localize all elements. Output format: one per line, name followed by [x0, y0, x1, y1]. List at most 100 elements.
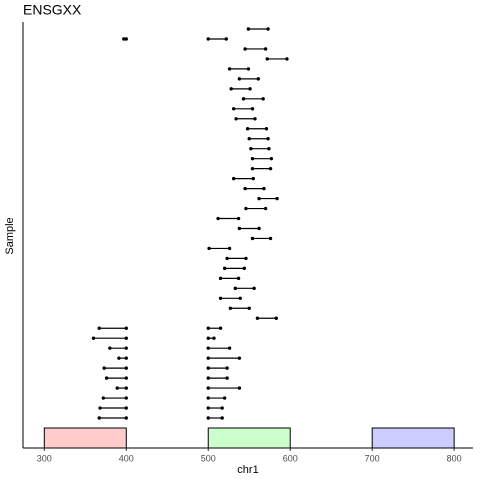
segment-end	[238, 296, 242, 301]
segment-start	[206, 396, 210, 400]
x-tick-label: 800	[447, 453, 462, 463]
segment-start	[237, 77, 242, 81]
segment-start	[102, 366, 106, 370]
segment-start	[218, 276, 223, 281]
segment-end	[253, 117, 257, 121]
segment-end	[124, 356, 128, 360]
x-tick-label: 300	[37, 453, 52, 463]
segment-start	[241, 97, 246, 101]
segment-end	[220, 406, 224, 410]
segment-start	[206, 416, 210, 420]
segment-end	[237, 356, 242, 360]
segment-start	[245, 127, 250, 131]
segment-start	[228, 306, 233, 310]
segment-end	[252, 286, 256, 291]
x-tick-label: 600	[283, 453, 298, 463]
segment-end	[124, 326, 128, 330]
segment-start	[222, 266, 227, 271]
segment-end	[224, 37, 228, 41]
segment-start	[206, 326, 210, 330]
segment-end	[262, 186, 266, 191]
segment-start	[231, 176, 236, 181]
segment-end	[247, 306, 251, 310]
segment-end	[264, 127, 269, 131]
segment-end	[242, 266, 247, 271]
segment-end	[285, 57, 289, 61]
x-tick-label: 700	[365, 453, 380, 463]
segment-start	[206, 406, 210, 410]
segment-start	[117, 356, 121, 360]
segment-end	[261, 97, 265, 101]
region	[207, 427, 291, 449]
segment-end	[263, 206, 268, 211]
segment-start	[257, 196, 261, 201]
segment-start	[255, 316, 260, 320]
segment-start	[115, 386, 119, 390]
segment-start	[206, 376, 210, 380]
segment-end	[274, 316, 278, 320]
segment-start	[206, 37, 210, 41]
segment-end	[257, 226, 261, 231]
segment-start	[250, 156, 255, 161]
segment-start	[216, 216, 220, 221]
segment-end	[225, 376, 229, 380]
segment-end	[256, 77, 260, 81]
segment-end	[227, 246, 232, 251]
segment-start	[250, 236, 255, 241]
x-axis-label: chr1	[237, 464, 258, 476]
segment-end	[236, 276, 241, 281]
segment-end	[124, 366, 128, 370]
segment-end	[266, 27, 270, 31]
segment-start	[229, 87, 233, 91]
segment-end	[124, 406, 128, 410]
segment-end	[237, 386, 242, 390]
segment-end	[124, 336, 128, 340]
segment-end	[124, 416, 128, 420]
segment-end	[222, 396, 227, 400]
segment-start	[231, 107, 236, 111]
segment-start	[249, 146, 253, 151]
y-axis-label: Sample	[4, 217, 16, 254]
segment-start	[243, 47, 247, 51]
region	[43, 427, 127, 449]
segment-end	[248, 87, 252, 91]
segment-end	[124, 37, 128, 41]
segment-start	[206, 366, 210, 370]
segment-start	[97, 326, 101, 330]
segment-start	[250, 166, 255, 171]
segment-start	[98, 406, 102, 410]
segment-end	[220, 416, 224, 420]
x-tick-label: 500	[201, 453, 216, 463]
segment-start	[247, 137, 251, 141]
segment-start	[246, 27, 251, 31]
segment-end	[244, 256, 248, 261]
segment-start	[237, 226, 242, 231]
segment-start	[227, 67, 232, 71]
segment-start	[91, 336, 96, 340]
segment-end	[275, 196, 279, 201]
segment-end	[268, 166, 273, 171]
segment-start	[218, 296, 223, 301]
segment-end	[268, 236, 273, 241]
segment-end	[124, 376, 128, 380]
segment-start	[243, 186, 247, 191]
segment-start	[206, 386, 210, 390]
segment-end	[263, 47, 268, 51]
segment-end	[212, 336, 216, 340]
segment-end	[246, 67, 251, 71]
segment-start	[225, 256, 229, 261]
segment-start	[97, 416, 101, 420]
segment-start	[206, 356, 210, 360]
chart-title: ENSGXX	[23, 2, 82, 18]
segment-start	[207, 246, 211, 251]
segment-start	[233, 286, 237, 291]
segment-end	[266, 137, 270, 141]
segment-start	[265, 57, 269, 61]
segment-start	[104, 376, 109, 380]
segment-start	[234, 117, 238, 121]
segment-start	[101, 396, 106, 400]
segment-end	[225, 366, 229, 370]
segment-end	[227, 346, 232, 350]
segment-end	[250, 107, 255, 111]
